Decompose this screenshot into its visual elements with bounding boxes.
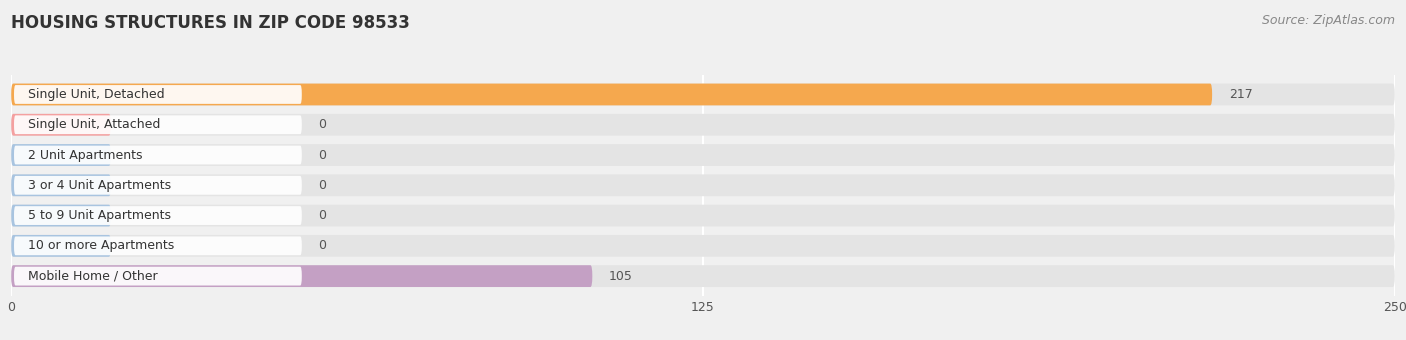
FancyBboxPatch shape [11,84,1395,105]
FancyBboxPatch shape [11,205,111,226]
FancyBboxPatch shape [11,235,111,257]
Text: Source: ZipAtlas.com: Source: ZipAtlas.com [1261,14,1395,27]
FancyBboxPatch shape [11,174,111,196]
Text: 3 or 4 Unit Apartments: 3 or 4 Unit Apartments [28,179,172,192]
FancyBboxPatch shape [14,85,302,104]
Text: 2 Unit Apartments: 2 Unit Apartments [28,149,142,162]
Text: 0: 0 [318,118,326,131]
Text: 5 to 9 Unit Apartments: 5 to 9 Unit Apartments [28,209,172,222]
FancyBboxPatch shape [11,144,1395,166]
FancyBboxPatch shape [11,235,1395,257]
FancyBboxPatch shape [11,84,1212,105]
Text: 10 or more Apartments: 10 or more Apartments [28,239,174,252]
Text: Mobile Home / Other: Mobile Home / Other [28,270,157,283]
Text: Single Unit, Attached: Single Unit, Attached [28,118,160,131]
FancyBboxPatch shape [11,174,1395,196]
FancyBboxPatch shape [11,114,1395,136]
FancyBboxPatch shape [11,144,111,166]
Text: HOUSING STRUCTURES IN ZIP CODE 98533: HOUSING STRUCTURES IN ZIP CODE 98533 [11,14,411,32]
Text: 105: 105 [609,270,633,283]
FancyBboxPatch shape [11,265,592,287]
Text: 0: 0 [318,209,326,222]
Text: 0: 0 [318,179,326,192]
FancyBboxPatch shape [14,146,302,165]
FancyBboxPatch shape [14,115,302,134]
FancyBboxPatch shape [14,176,302,195]
Text: 0: 0 [318,149,326,162]
Text: 0: 0 [318,239,326,252]
FancyBboxPatch shape [11,205,1395,226]
FancyBboxPatch shape [14,206,302,225]
Text: Single Unit, Detached: Single Unit, Detached [28,88,165,101]
FancyBboxPatch shape [11,114,111,136]
Text: 217: 217 [1229,88,1253,101]
FancyBboxPatch shape [11,265,1395,287]
FancyBboxPatch shape [14,267,302,286]
FancyBboxPatch shape [14,236,302,255]
